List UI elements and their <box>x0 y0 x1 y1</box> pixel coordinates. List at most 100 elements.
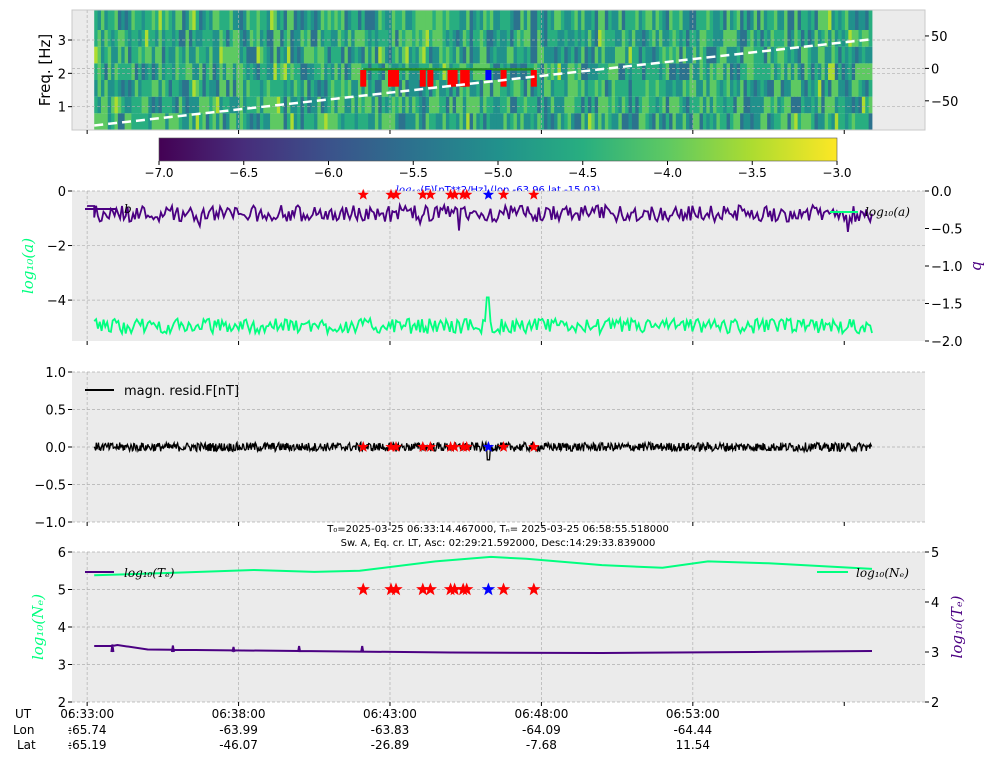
spectrogram-cell <box>391 96 396 114</box>
spectrogram-cell <box>151 80 156 97</box>
spectrogram-cell <box>483 80 487 97</box>
spectrogram-cell <box>368 80 372 97</box>
y-tick-label: 2 <box>931 696 939 711</box>
spectrogram-cell <box>628 10 633 30</box>
spectrogram-cell <box>158 10 163 30</box>
spectrogram-cell <box>567 30 572 47</box>
spectrogram-cell <box>472 80 477 97</box>
spectrogram-cell <box>540 46 545 64</box>
spectrogram-cell <box>249 63 254 80</box>
spectrogram-cell <box>648 63 653 80</box>
spectrogram-cell <box>205 96 210 114</box>
spectrogram-cell <box>314 80 318 97</box>
spectrogram-cell <box>861 63 866 80</box>
spectrogram-cell <box>483 96 487 114</box>
event-star-red <box>384 582 398 596</box>
spectrogram-cell <box>564 63 569 80</box>
spectrogram-cell <box>564 46 569 64</box>
spectrogram-cell <box>273 30 278 47</box>
spectrogram-event-bar-blue <box>485 70 492 80</box>
event-star-red <box>390 441 402 452</box>
b-series <box>87 201 873 233</box>
spectrogram-panel: 123 500−50 Freq. [Hz] <box>36 9 958 131</box>
spectrogram-cell <box>205 113 210 130</box>
spectrogram-cell <box>212 96 217 114</box>
spectrogram-cell <box>408 80 413 97</box>
spectrogram-cell <box>614 80 619 97</box>
spectrogram-cell <box>675 63 680 80</box>
spectrogram-cell <box>144 96 149 114</box>
event-star-red <box>496 582 511 596</box>
event-star-red <box>417 188 429 200</box>
spectrogram-cell <box>357 80 362 97</box>
spectrogram-cell <box>472 63 477 80</box>
spectrogram-cell <box>121 80 126 97</box>
spectrogram-cell <box>479 10 484 30</box>
spectrogram-cell <box>148 46 153 64</box>
spectrogram-cell <box>706 96 711 114</box>
spectrogram-cell <box>865 30 870 47</box>
spectrogram-cell <box>746 96 751 114</box>
spectrogram-cell <box>395 80 399 97</box>
spectrogram-cell <box>239 30 244 47</box>
spectrogram-cell <box>726 30 731 47</box>
spectrogram-cell <box>151 30 156 47</box>
spectrogram-cell <box>385 46 389 64</box>
spectrogram-cell <box>144 113 149 130</box>
spectrogram-cell <box>861 46 866 64</box>
spectrogram-cell <box>855 96 859 114</box>
spectrogram-cell <box>395 113 399 130</box>
plasma-title-line1: T₀=2025-03-25 06:33:14.467000, Tₙ= 2025-… <box>326 524 669 535</box>
spectrogram-cell <box>249 30 254 47</box>
spectrogram-cell <box>439 80 443 97</box>
spectrogram-cell <box>537 46 541 64</box>
spectrogram-cell <box>828 80 832 97</box>
spectrogram-cell <box>158 80 163 97</box>
spectrogram-cell <box>679 46 684 64</box>
spectrogram-cell <box>665 30 670 47</box>
spectrogram-cell <box>706 113 711 130</box>
spectrogram-cell <box>581 113 585 130</box>
spectrogram-cell <box>679 30 684 47</box>
spectrogram-cell <box>746 30 751 47</box>
spectrogram-cell <box>648 80 653 97</box>
spectrogram-cell <box>625 80 629 97</box>
spectrogram-cell <box>212 63 217 80</box>
residual-legend: magn. resid.F[nT] <box>85 384 239 399</box>
spectrogram-cell <box>456 46 460 64</box>
plasma-title-line2: Sw. A, Eq. cr. LT, Asc: 02:29:21.592000,… <box>341 538 656 549</box>
spectrogram-cell <box>401 113 406 130</box>
spectrogram-cell <box>232 113 237 130</box>
spectrogram-cell <box>418 10 423 30</box>
spectrogram-cell <box>243 46 247 64</box>
spectrogram-cell <box>537 113 541 130</box>
spectrogram-cell <box>412 46 416 64</box>
spectrogram-cell <box>104 63 109 80</box>
spectrogram-cell <box>466 46 470 64</box>
spectrogram-cell <box>141 46 146 64</box>
spectrogram-cell <box>246 96 251 114</box>
spectrogram-cell <box>104 80 109 97</box>
spectrogram-cell <box>523 96 528 114</box>
spectrogram-cell <box>337 96 342 114</box>
spectrogram-cell <box>415 63 420 80</box>
spectrogram-cell <box>124 96 129 114</box>
spectrogram-cell <box>195 63 200 80</box>
spectrogram-cell <box>199 113 203 130</box>
spectrogram-cell <box>828 46 832 64</box>
spectrogram-cell <box>831 80 836 97</box>
spectrogram-cell <box>324 80 328 97</box>
spectrogram-cell <box>307 30 312 47</box>
colorbar-tick-label: −4.0 <box>653 166 682 180</box>
spectrogram-cell <box>804 10 809 30</box>
footer-ut-value: 06:33:00 <box>60 707 114 721</box>
spectrogram-cell <box>317 96 322 114</box>
spectrogram-cell <box>266 30 271 47</box>
spectrogram-cell <box>239 63 244 80</box>
spectrogram-cell <box>452 46 457 64</box>
spectrogram-cell <box>131 113 136 130</box>
spectrogram-cell <box>347 96 352 114</box>
spectrogram-cell <box>804 96 809 114</box>
spectrogram-cell <box>584 10 589 30</box>
